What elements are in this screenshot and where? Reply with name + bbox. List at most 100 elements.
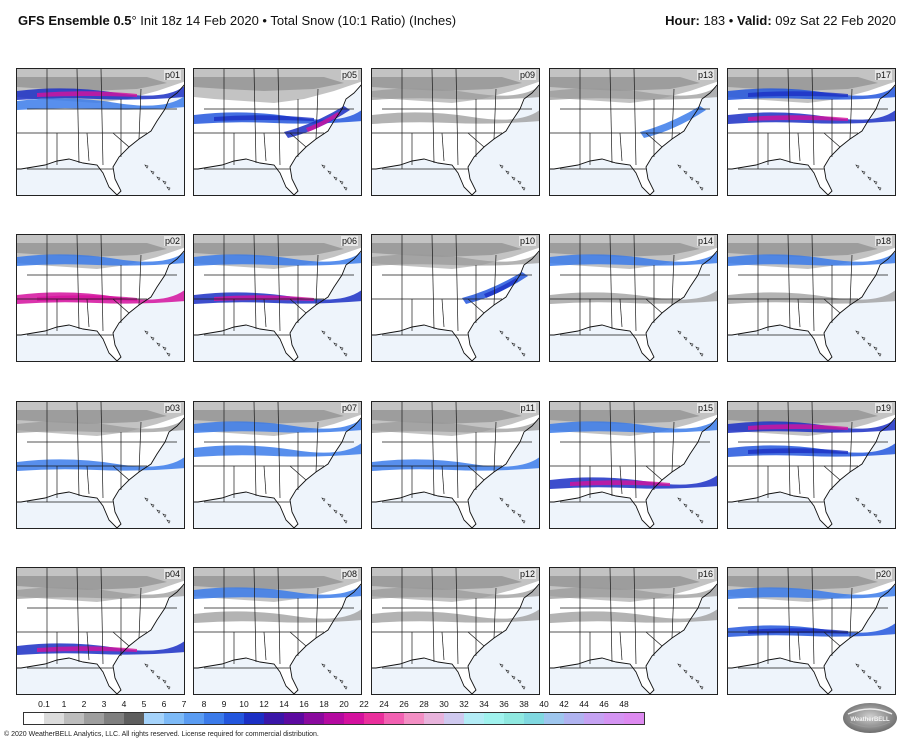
valid-label: Valid:: [736, 13, 772, 28]
colorbar-cell: [144, 713, 164, 724]
colorbar-cell: [344, 713, 364, 724]
colorbar-tick-label: 18: [319, 699, 329, 709]
bullet: •: [262, 13, 267, 28]
snow-band-core: [484, 278, 518, 298]
colorbar-cell: [44, 713, 64, 724]
member-id-label: p14: [696, 236, 714, 246]
member-map-svg: [372, 69, 539, 195]
ensemble-member-map: p16: [549, 567, 718, 695]
colorbar-cell: [484, 713, 504, 724]
bullet: •: [728, 13, 734, 28]
member-id-label: p07: [340, 403, 358, 413]
member-id-label: p15: [696, 403, 714, 413]
snow-band-core: [37, 91, 137, 97]
colorbar-tick-label: 46: [599, 699, 609, 709]
snow-band: [17, 585, 184, 599]
colorbar-cell: [624, 713, 644, 724]
member-id-label: p04: [163, 569, 181, 579]
snow-band-core: [748, 91, 848, 97]
ensemble-member-map: p02: [16, 234, 185, 362]
land-mass: [372, 568, 539, 694]
colorbar-tick-label: 44: [579, 699, 589, 709]
colorbar-tick-label: 30: [439, 699, 449, 709]
hour-value: 183: [703, 13, 726, 28]
land-mass: [372, 69, 539, 195]
member-map-svg: [728, 402, 895, 528]
snow-band: [728, 252, 895, 266]
ensemble-member-map: p08: [193, 567, 362, 695]
colorbar-cell: [124, 713, 144, 724]
snow-band: [17, 419, 184, 433]
member-id-label: p18: [874, 236, 892, 246]
ensemble-member-map: p07: [193, 401, 362, 529]
ensemble-member-map: p20: [727, 567, 896, 695]
colorbar-tick-label: 16: [299, 699, 309, 709]
snow-band-core: [570, 480, 670, 486]
member-map-svg: [194, 402, 361, 528]
snow-band: [372, 457, 539, 471]
member-map-svg: [728, 69, 895, 195]
snow-band: [194, 609, 361, 623]
member-map-svg: [550, 402, 717, 528]
snow-band: [372, 86, 539, 100]
colorbar-tick-label: 1: [61, 699, 67, 709]
snow-band-core: [748, 448, 848, 454]
ensemble-member-map: p15: [549, 401, 718, 529]
colorbar-cell: [424, 713, 444, 724]
land-mass: [194, 402, 361, 528]
colorbar-cell: [184, 713, 204, 724]
colorbar-tick-label: 7: [181, 699, 187, 709]
member-id-label: p03: [163, 403, 181, 413]
member-id-label: p19: [874, 403, 892, 413]
colorbar-cell: [264, 713, 284, 724]
colorbar-tick-label: 36: [499, 699, 509, 709]
member-id-label: p10: [518, 236, 536, 246]
snow-band-core: [214, 115, 314, 121]
colorbar-cell: [504, 713, 524, 724]
model-name: GFS Ensemble 0.5: [18, 13, 132, 28]
snow-band: [372, 252, 539, 266]
copyright: © 2020 WeatherBELL Analytics, LLC. All r…: [4, 731, 319, 738]
colorbar-tick-label: 20: [339, 699, 349, 709]
member-map-svg: [194, 69, 361, 195]
member-map-svg: [372, 568, 539, 694]
colorbar-cell: [584, 713, 604, 724]
snow-band: [550, 252, 717, 266]
colorbar-cell: [524, 713, 544, 724]
member-map-svg: [372, 235, 539, 361]
member-id-label: p16: [696, 569, 714, 579]
colorbar-cell: [224, 713, 244, 724]
snow-band-core: [37, 646, 137, 652]
member-map-svg: [728, 568, 895, 694]
snow-band: [550, 86, 717, 100]
colorbar-cell: [324, 713, 344, 724]
colorbar-tick-label: 40: [539, 699, 549, 709]
land-mass: [728, 402, 895, 528]
snow-band-core: [748, 628, 848, 634]
hour-label: Hour:: [665, 13, 700, 28]
snow-band-core: [37, 295, 137, 301]
member-map-svg: [17, 235, 184, 361]
snow-band-core: [214, 295, 314, 301]
colorbar-cell: [104, 713, 124, 724]
colorbar-tick-label: 34: [479, 699, 489, 709]
member-map-svg: [550, 568, 717, 694]
snow-band: [17, 252, 184, 266]
colorbar-cell: [304, 713, 324, 724]
snow-band: [372, 609, 539, 623]
member-id-label: p05: [340, 70, 358, 80]
ensemble-member-map: p19: [727, 401, 896, 529]
land-mass: [194, 568, 361, 694]
colorbar-tick-label: 42: [559, 699, 569, 709]
ensemble-member-map: p03: [16, 401, 185, 529]
land-mass: [728, 69, 895, 195]
colorbar-cell: [164, 713, 184, 724]
ensemble-member-map: p09: [371, 68, 540, 196]
ensemble-member-map: p01: [16, 68, 185, 196]
member-map-svg: [728, 235, 895, 361]
colorbar-tick-label: 38: [519, 699, 529, 709]
colorbar-cell: [24, 713, 44, 724]
colorbar-tick-label: 32: [459, 699, 469, 709]
colorbar: [23, 712, 645, 725]
snow-band: [550, 290, 717, 304]
